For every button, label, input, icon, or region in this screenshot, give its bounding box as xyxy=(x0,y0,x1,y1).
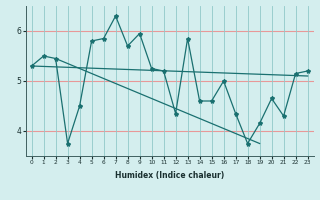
X-axis label: Humidex (Indice chaleur): Humidex (Indice chaleur) xyxy=(115,171,224,180)
